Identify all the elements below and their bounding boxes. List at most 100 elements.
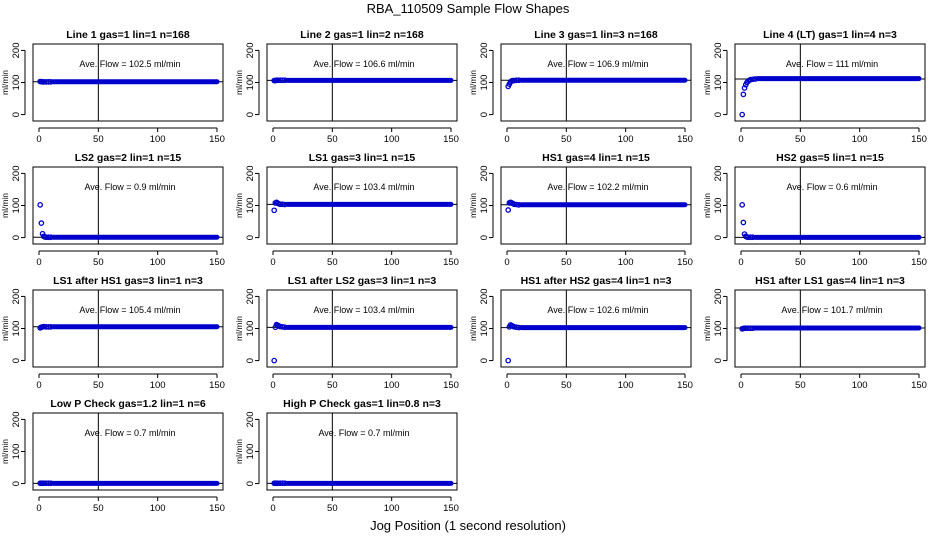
plot-frame <box>734 289 926 368</box>
data-point <box>279 77 286 84</box>
y-tick-label: 200 <box>11 411 22 427</box>
average-flow-annotation: Ave. Flow = 111 ml/min <box>786 59 878 69</box>
plot-frame <box>32 43 224 122</box>
data-point <box>48 234 54 241</box>
panel-title: HS1 after LS1 gas=4 lin=1 n=3 <box>755 275 905 287</box>
x-tick-label: 150 <box>911 257 927 268</box>
y-axis-label: ml/min <box>0 193 10 218</box>
plot-frame <box>734 166 926 245</box>
data-point <box>37 202 44 208</box>
y-tick-label: 0 <box>713 235 724 240</box>
x-tick-label: 150 <box>443 380 459 391</box>
data-point <box>505 207 512 213</box>
chart-panel-2: Line 2 gas=1 lin=2 n=168 0 100 200 ml/min 0 50… <box>234 29 459 145</box>
data-point <box>48 480 54 487</box>
x-tick-label: 150 <box>443 134 459 145</box>
chart-panel-6: LS1 gas=3 lin=1 n=15 0 100 200 ml/min 0 50 100 1… <box>234 152 459 268</box>
y-axis-label: ml/min <box>0 316 10 341</box>
y-axis-label: ml/min <box>234 193 244 218</box>
data-point <box>752 76 759 82</box>
x-tick-label: 0 <box>738 380 743 391</box>
chart-panel-4: Line 4 (LT) gas=1 lin=4 n=3 0 100 200 ml/min… <box>702 29 927 145</box>
y-tick-label: 100 <box>479 321 490 337</box>
data-point <box>739 202 746 208</box>
y-tick-label: 100 <box>713 321 724 337</box>
panel-title: High P Check gas=1 lin=0.8 n=3 <box>283 398 441 410</box>
x-tick-label: 50 <box>327 134 338 145</box>
data-point <box>741 85 748 91</box>
x-tick-label: 100 <box>150 380 166 391</box>
y-tick-label: 200 <box>245 42 256 58</box>
plot-frame <box>32 166 224 245</box>
x-tick-label: 50 <box>561 257 572 268</box>
y-tick-label: 0 <box>245 112 256 117</box>
data-point <box>279 324 286 330</box>
y-tick-label: 0 <box>713 112 724 117</box>
y-tick-label: 200 <box>11 288 22 304</box>
data-point <box>740 91 747 98</box>
x-tick-label: 0 <box>270 257 275 268</box>
y-tick-label: 0 <box>245 358 256 363</box>
data-point <box>513 324 520 331</box>
x-tick-label: 150 <box>677 134 693 145</box>
data-point <box>282 480 288 487</box>
average-flow-annotation: Ave. Flow = 0.7 ml/min <box>318 428 409 438</box>
data-point <box>45 234 52 241</box>
chart-panel-8: HS2 gas=5 lin=1 n=15 0 100 200 ml/min 0 50 100 1… <box>702 152 927 268</box>
y-tick-label: 200 <box>11 165 22 181</box>
data-point <box>271 357 278 364</box>
x-tick-label: 50 <box>327 257 338 268</box>
x-tick-label: 0 <box>270 134 275 145</box>
y-tick-label: 100 <box>479 75 490 91</box>
panel-title: HS2 gas=5 lin=1 n=15 <box>776 152 884 164</box>
data-point <box>513 201 520 208</box>
data-point <box>271 207 278 214</box>
plot-frame <box>32 412 224 491</box>
x-tick-label: 100 <box>384 134 400 145</box>
chart-panel-12: HS1 after LS1 gas=4 lin=1 n=3 0 100 200 ml/m… <box>702 275 927 391</box>
x-tick-label: 100 <box>852 134 868 145</box>
data-point <box>38 220 45 226</box>
data-point <box>747 325 754 332</box>
y-tick-label: 0 <box>713 358 724 363</box>
x-tick-label: 0 <box>504 257 509 268</box>
y-tick-label: 200 <box>245 411 256 427</box>
data-point <box>48 324 54 330</box>
y-axis-label: ml/min <box>702 193 712 218</box>
y-tick-label: 200 <box>479 165 490 181</box>
panel-title: HS1 after HS2 gas=4 lin=1 n=3 <box>521 275 672 287</box>
chart-panel-7: HS1 gas=4 lin=1 n=15 0 100 200 ml/min 0 50 100 1… <box>468 152 693 268</box>
y-tick-label: 0 <box>11 481 22 486</box>
y-tick-label: 200 <box>713 288 724 304</box>
y-tick-label: 100 <box>11 321 22 337</box>
x-tick-label: 0 <box>36 503 41 514</box>
x-tick-label: 0 <box>738 134 743 145</box>
data-point <box>516 324 522 331</box>
data-point <box>279 201 286 208</box>
chart-panel-1: Line 1 gas=1 lin=1 n=168 0 100 200 ml/min 0 50… <box>0 29 225 145</box>
y-tick-label: 0 <box>11 358 22 363</box>
x-tick-label: 150 <box>443 503 459 514</box>
panel-title: Line 3 gas=1 lin=3 n=168 <box>534 29 658 41</box>
data-point <box>740 219 747 226</box>
x-tick-label: 0 <box>738 257 743 268</box>
plot-frame <box>266 289 458 368</box>
x-tick-label: 150 <box>911 134 927 145</box>
x-tick-label: 0 <box>36 380 41 391</box>
average-flow-annotation: Ave. Flow = 102.6 ml/min <box>547 305 648 315</box>
y-axis-label: ml/min <box>234 439 244 464</box>
y-tick-label: 100 <box>245 75 256 91</box>
x-tick-label: 150 <box>443 257 459 268</box>
data-point <box>747 234 754 241</box>
average-flow-annotation: Ave. Flow = 105.4 ml/min <box>79 305 180 315</box>
x-tick-label: 0 <box>504 380 509 391</box>
x-tick-label: 100 <box>618 257 634 268</box>
x-tick-label: 100 <box>150 134 166 145</box>
average-flow-annotation: Ave. Flow = 101.7 ml/min <box>781 305 882 315</box>
plot-frame <box>500 43 692 122</box>
average-flow-annotation: Ave. Flow = 0.9 ml/min <box>84 182 175 192</box>
average-flow-annotation: Ave. Flow = 103.4 ml/min <box>313 182 414 192</box>
y-axis-label: ml/min <box>702 316 712 341</box>
chart-panel-3: Line 3 gas=1 lin=3 n=168 0 100 200 ml/min 0 50… <box>468 29 693 145</box>
chart-panel-14: High P Check gas=1 lin=0.8 n=3 0 100 200 ml/… <box>234 398 459 514</box>
